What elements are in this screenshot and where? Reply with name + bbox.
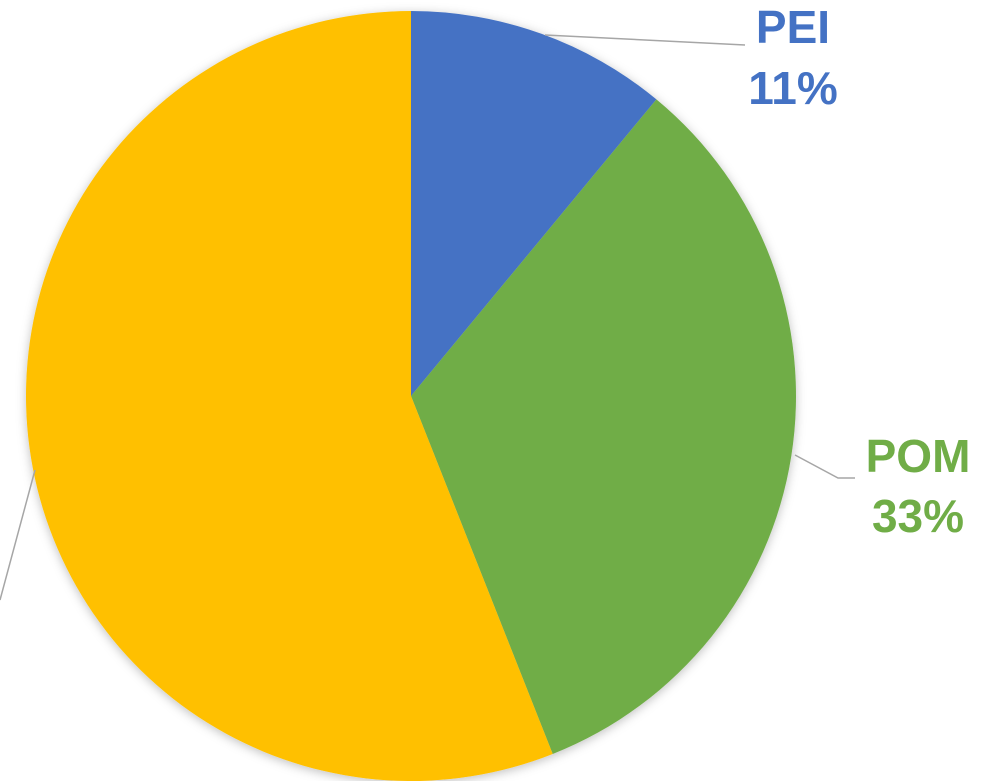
slice-value-label: 33% (872, 490, 964, 542)
leader-line (794, 454, 855, 479)
pie-slice (411, 99, 796, 754)
pie-slice (411, 11, 657, 396)
pie-slice (25, 11, 553, 781)
labels: PEI 11% POM 33% (0, 1, 971, 601)
leader-line (544, 34, 746, 46)
slice-label: POM (866, 430, 971, 482)
slice-value-label: 11% (748, 62, 838, 114)
pie (25, 11, 796, 781)
leader-line (0, 469, 36, 601)
slice-label: PEI (756, 1, 830, 53)
